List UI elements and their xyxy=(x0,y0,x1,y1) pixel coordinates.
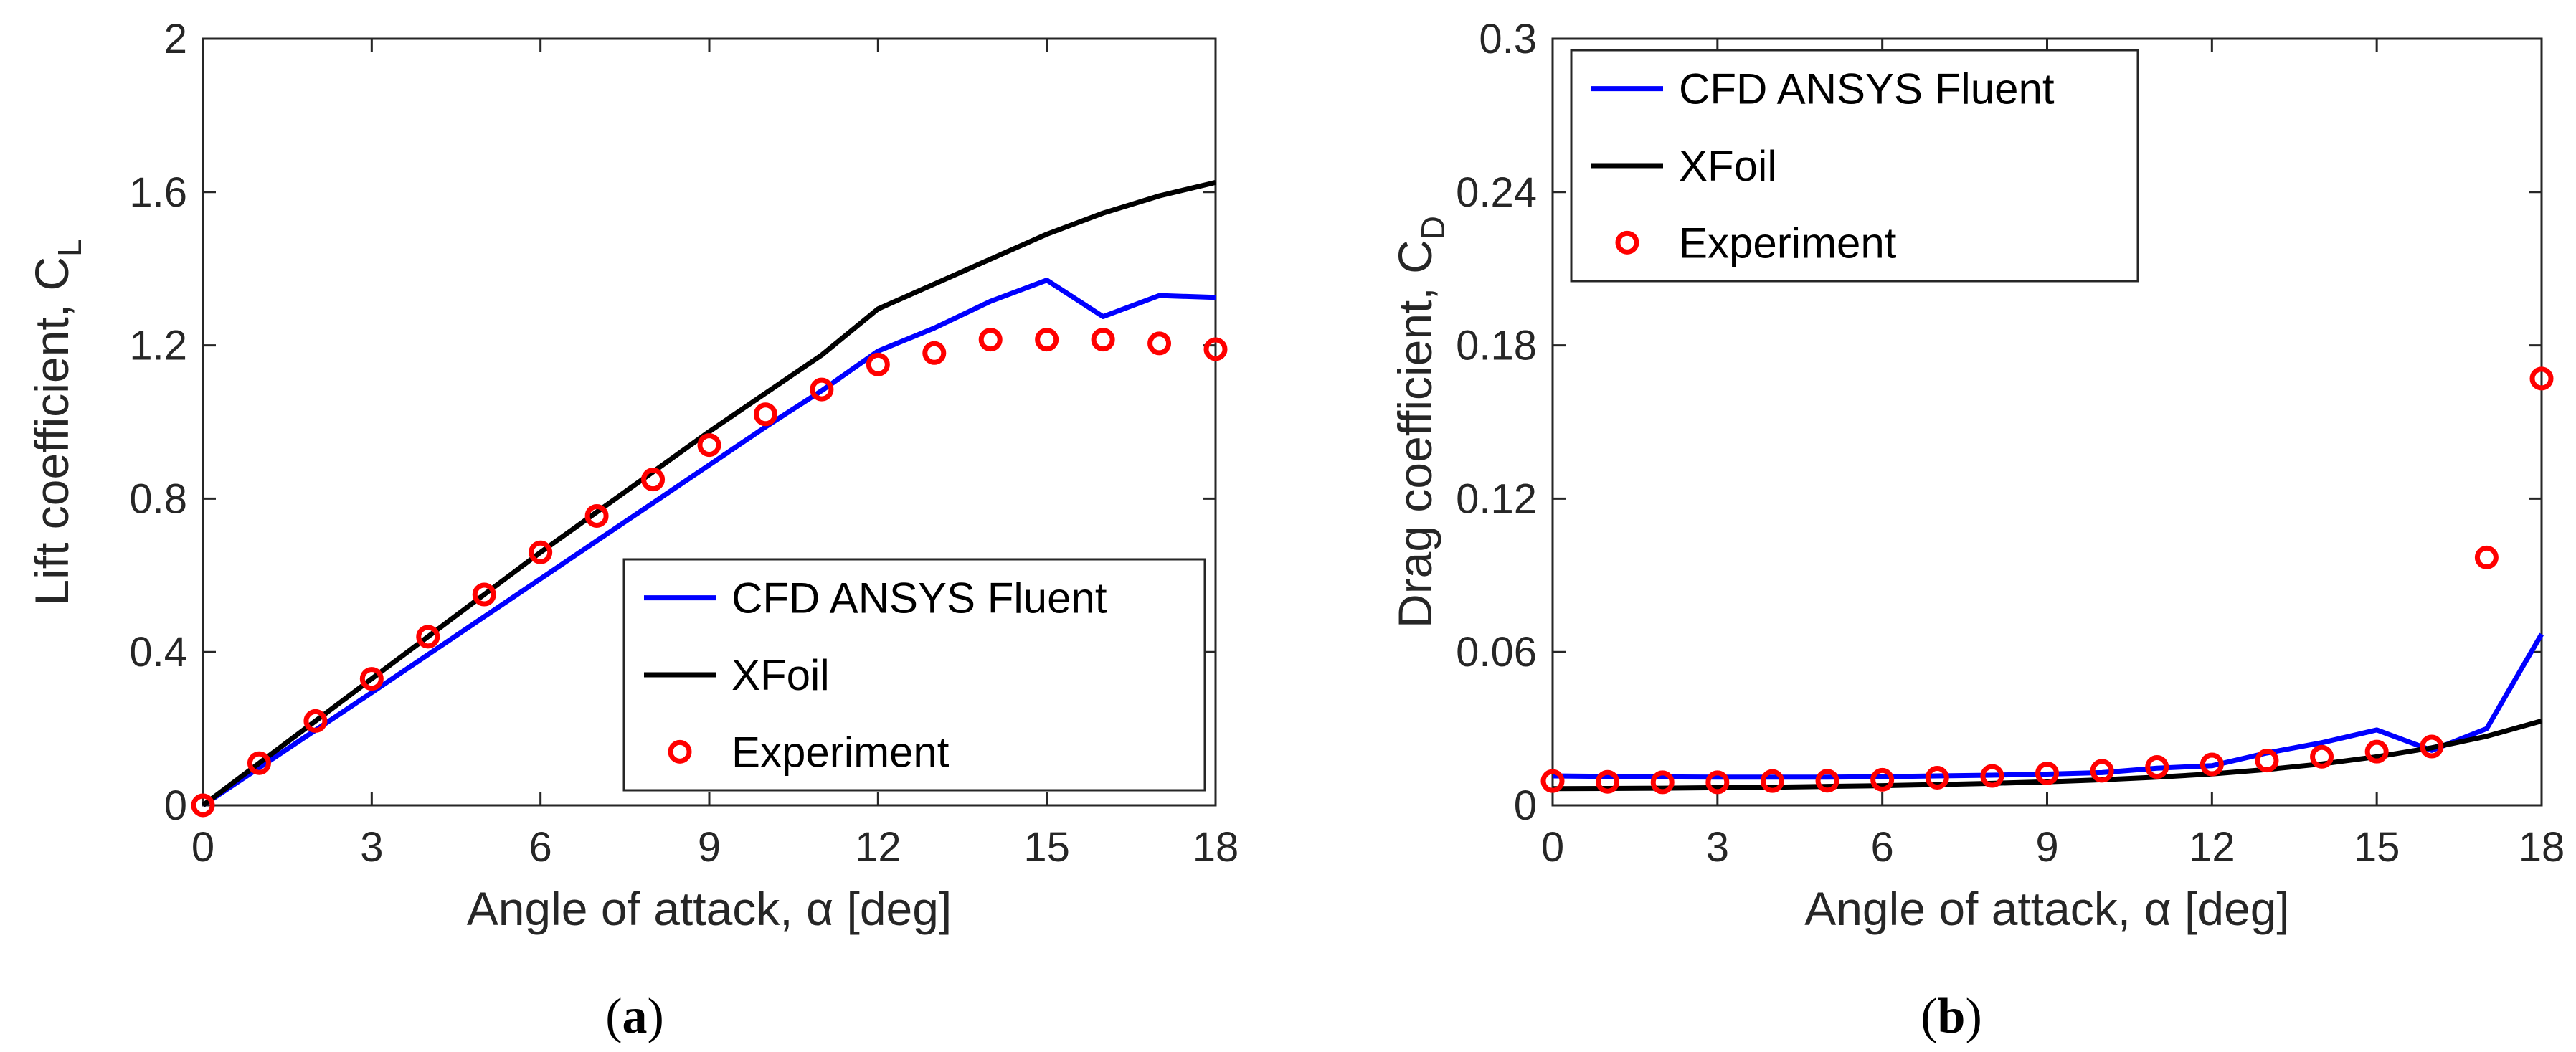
data-point-experiment xyxy=(1650,770,1675,795)
y-tick-label: 1.2 xyxy=(129,323,187,369)
y-axis-label-text: Lift coefficient, C xyxy=(25,257,78,606)
y-tick-label: 0.12 xyxy=(1456,475,1537,522)
caption-open-paren: ( xyxy=(1921,989,1937,1044)
chart-svg-b: 0 3 6 9 12 15 18 0 0.06 0.12 0.18 0.24 0.3 CFD ANSYS … xyxy=(1388,16,2565,1044)
data-point-experiment xyxy=(866,352,890,376)
data-point-experiment xyxy=(303,709,328,733)
data-point-experiment xyxy=(191,793,215,818)
data-point-experiment xyxy=(2145,755,2169,779)
data-point-experiment xyxy=(2529,366,2554,391)
data-point-experiment xyxy=(529,540,553,564)
data-point-experiment xyxy=(1035,328,1059,352)
y-tick-label: 0 xyxy=(164,782,187,829)
data-point-experiment xyxy=(2199,752,2224,777)
y-tick-label: 1.6 xyxy=(129,169,187,216)
x-tick-label: 0 xyxy=(191,824,214,871)
x-tick-label: 12 xyxy=(2189,824,2235,871)
y-axis-label-subscript: L xyxy=(51,238,88,257)
data-point-experiment xyxy=(1760,769,1784,793)
caption-close-paren: ) xyxy=(1965,989,1981,1044)
legend-swatch-marker xyxy=(668,739,692,764)
y-tick-label: 0.06 xyxy=(1456,629,1537,676)
x-axis-label: Angle of attack, α [deg] xyxy=(1804,882,2290,935)
x-tick-label: 6 xyxy=(1871,824,1894,871)
x-tick-label: 6 xyxy=(529,824,552,871)
legend-label: XFoil xyxy=(1679,142,1777,190)
data-point-experiment xyxy=(2090,759,2114,783)
x-tick-label: 15 xyxy=(1023,824,1070,871)
data-point-experiment xyxy=(2364,739,2389,764)
y-tick-label: 0.4 xyxy=(129,629,187,676)
data-point-experiment xyxy=(2310,744,2334,769)
x-tick-label: 9 xyxy=(698,824,721,871)
data-point-experiment xyxy=(1147,331,1172,356)
data-point-experiment xyxy=(1540,769,1565,793)
data-point-experiment xyxy=(1091,328,1115,352)
legend-label: CFD ANSYS Fluent xyxy=(1679,65,2055,113)
data-point-experiment xyxy=(2255,749,2279,773)
x-axis-label: Angle of attack, α [deg] xyxy=(467,882,952,935)
data-point-experiment xyxy=(1815,769,1839,793)
y-axis-label: Drag coefficient, CD xyxy=(1388,216,1452,628)
caption-letter: a xyxy=(622,989,648,1044)
legend xyxy=(622,558,1206,792)
legend xyxy=(1570,49,2139,283)
data-point-experiment xyxy=(922,341,947,365)
chart-panel-b: 0 3 6 9 12 15 18 0 0.06 0.12 0.18 0.24 0.3 CFD ANSYS … xyxy=(1288,0,2576,1052)
data-point-experiment xyxy=(359,667,384,691)
legend-label: CFD ANSYS Fluent xyxy=(731,574,1107,622)
x-tick-label: 18 xyxy=(1193,824,1239,871)
data-point-experiment xyxy=(247,751,271,775)
data-point-experiment xyxy=(2420,734,2444,759)
panel-caption: (a) xyxy=(605,989,664,1044)
legend-label: Experiment xyxy=(731,728,950,776)
chart-panel-a: 0 3 6 9 12 15 18 0 0.4 0.8 1.2 1.6 2 CFD ANSYS Fluent… xyxy=(25,16,1239,1044)
data-point-experiment xyxy=(697,433,721,458)
data-point-experiment xyxy=(1705,770,1730,795)
data-point-experiment xyxy=(1980,764,2004,788)
data-point-experiment xyxy=(1870,767,1895,792)
series-line-xfoil xyxy=(201,179,1216,807)
panel-caption: (b) xyxy=(1921,989,1982,1044)
data-point-experiment xyxy=(584,503,609,528)
y-tick-label: 0.3 xyxy=(1479,16,1537,62)
x-tick-label: 3 xyxy=(360,824,383,871)
y-tick-label: 2 xyxy=(164,16,187,62)
series-line-cfd-ansys-fluent xyxy=(202,278,1216,807)
data-point-experiment xyxy=(753,402,777,427)
x-tick-label: 15 xyxy=(2354,824,2400,871)
caption-open-paren: ( xyxy=(605,989,622,1044)
caption-close-paren: ) xyxy=(648,989,664,1044)
data-point-experiment xyxy=(1596,769,1620,794)
y-tick-label: 0.8 xyxy=(129,475,187,522)
x-tick-label: 12 xyxy=(855,824,901,871)
series-line-cfd-ansys-fluent xyxy=(1552,632,2544,780)
x-tick-label: 3 xyxy=(1706,824,1729,871)
data-point-experiment xyxy=(641,468,666,492)
data-point-experiment xyxy=(1925,766,1949,790)
legend-label: XFoil xyxy=(731,651,830,699)
y-axis-label-text: Drag coefficient, C xyxy=(1388,240,1441,628)
x-tick-label: 9 xyxy=(2035,824,2058,871)
caption-letter: b xyxy=(1938,989,1966,1044)
x-tick-label: 0 xyxy=(1541,824,1564,871)
y-axis-label: Lift coefficient, CL xyxy=(25,238,88,605)
data-point-experiment xyxy=(472,582,496,607)
data-point-experiment xyxy=(416,625,440,649)
y-axis-label-subscript: D xyxy=(1414,216,1452,240)
y-tick-label: 0.24 xyxy=(1456,169,1537,216)
data-point-experiment xyxy=(810,377,834,402)
x-tick-label: 18 xyxy=(2519,824,2565,871)
y-tick-label: 0 xyxy=(1514,782,1537,829)
data-point-experiment xyxy=(2474,545,2499,569)
data-point-experiment xyxy=(1203,337,1228,361)
legend-label: Experiment xyxy=(1679,219,1897,267)
y-tick-label: 0.18 xyxy=(1456,323,1537,369)
data-point-experiment xyxy=(978,328,1003,352)
chart-svg-a: 0 3 6 9 12 15 18 0 0.4 0.8 1.2 1.6 2 CFD ANSYS Fluent… xyxy=(25,16,1239,1044)
legend-swatch-marker xyxy=(1615,230,1639,255)
data-point-experiment xyxy=(2035,761,2059,785)
